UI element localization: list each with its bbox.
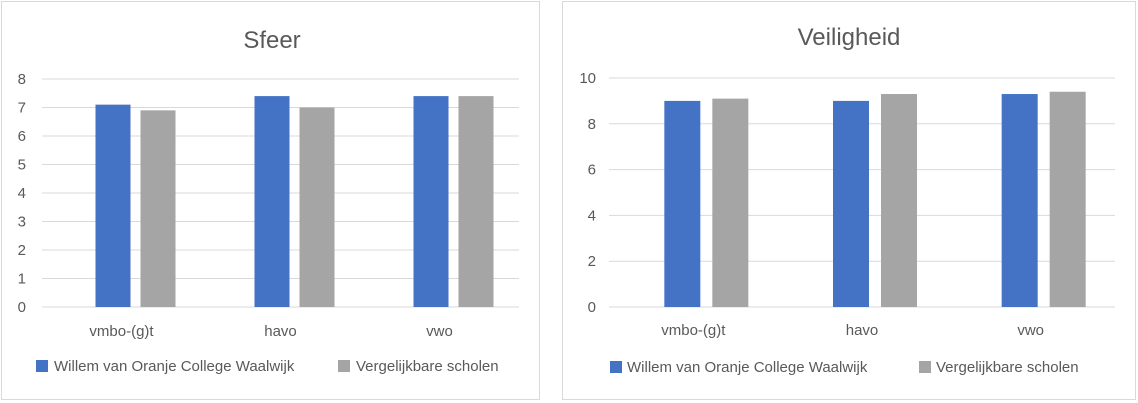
bar xyxy=(299,107,335,307)
x-category-label: havo xyxy=(846,322,879,339)
legend-label: Willem van Oranje College Waalwijk xyxy=(54,358,295,375)
y-tick-label: 10 xyxy=(579,70,596,87)
legend-swatch xyxy=(610,361,622,373)
bar xyxy=(712,98,749,307)
y-tick-label: 0 xyxy=(18,299,26,316)
legend-swatch xyxy=(338,360,350,372)
x-category-label: vmbo-(g)t xyxy=(661,322,726,339)
y-tick-label: 6 xyxy=(18,128,26,145)
x-category-label: vwo xyxy=(1017,322,1044,339)
y-tick-label: 8 xyxy=(588,116,596,133)
y-tick-label: 2 xyxy=(18,242,26,259)
bar xyxy=(833,100,869,308)
y-tick-label: 1 xyxy=(18,271,26,288)
bar xyxy=(1049,91,1086,308)
y-tick-label: 4 xyxy=(18,185,26,202)
bar xyxy=(664,100,701,308)
y-tick-label: 3 xyxy=(18,214,26,231)
bar xyxy=(1001,94,1038,307)
legend-label: Willem van Oranje College Waalwijk xyxy=(627,359,868,376)
chart-panel-veiligheid: Veiligheid 0 2 4 6 8 10 vmbo-(g)t havo vwo Will… xyxy=(562,1,1136,400)
bar xyxy=(254,96,290,307)
x-category-label: vmbo-(g)t xyxy=(89,323,154,340)
x-category-label: havo xyxy=(264,323,297,340)
y-tick-label: 0 xyxy=(588,299,596,316)
legend-label: Vergelijkbare scholen xyxy=(356,358,499,375)
chart-title: Sfeer xyxy=(243,27,300,54)
y-tick-label: 2 xyxy=(588,253,596,270)
bar xyxy=(413,96,449,307)
chart-panel-sfeer: Sfeer 0 1 2 3 4 5 6 7 8 vmbo-(g)t havo vwo Willem … xyxy=(1,1,540,400)
x-category-label: vwo xyxy=(426,323,453,340)
chart-sfeer: Sfeer 0 1 2 3 4 5 6 7 8 vmbo-(g)t havo vwo Willem … xyxy=(18,27,519,375)
legend-swatch xyxy=(919,361,931,373)
bar xyxy=(881,94,917,307)
legend-label: Vergelijkbare scholen xyxy=(936,359,1079,376)
y-tick-label: 8 xyxy=(18,71,26,88)
legend-swatch xyxy=(36,360,48,372)
y-tick-label: 7 xyxy=(18,100,26,117)
bar xyxy=(140,110,176,307)
bar xyxy=(458,96,494,307)
chart-veiligheid: Veiligheid 0 2 4 6 8 10 vmbo-(g)t havo vwo Will… xyxy=(579,24,1115,376)
bar xyxy=(95,104,131,308)
chart-title: Veiligheid xyxy=(798,24,901,51)
y-tick-label: 4 xyxy=(588,207,596,224)
y-tick-label: 6 xyxy=(588,162,596,179)
y-tick-label: 5 xyxy=(18,157,26,174)
